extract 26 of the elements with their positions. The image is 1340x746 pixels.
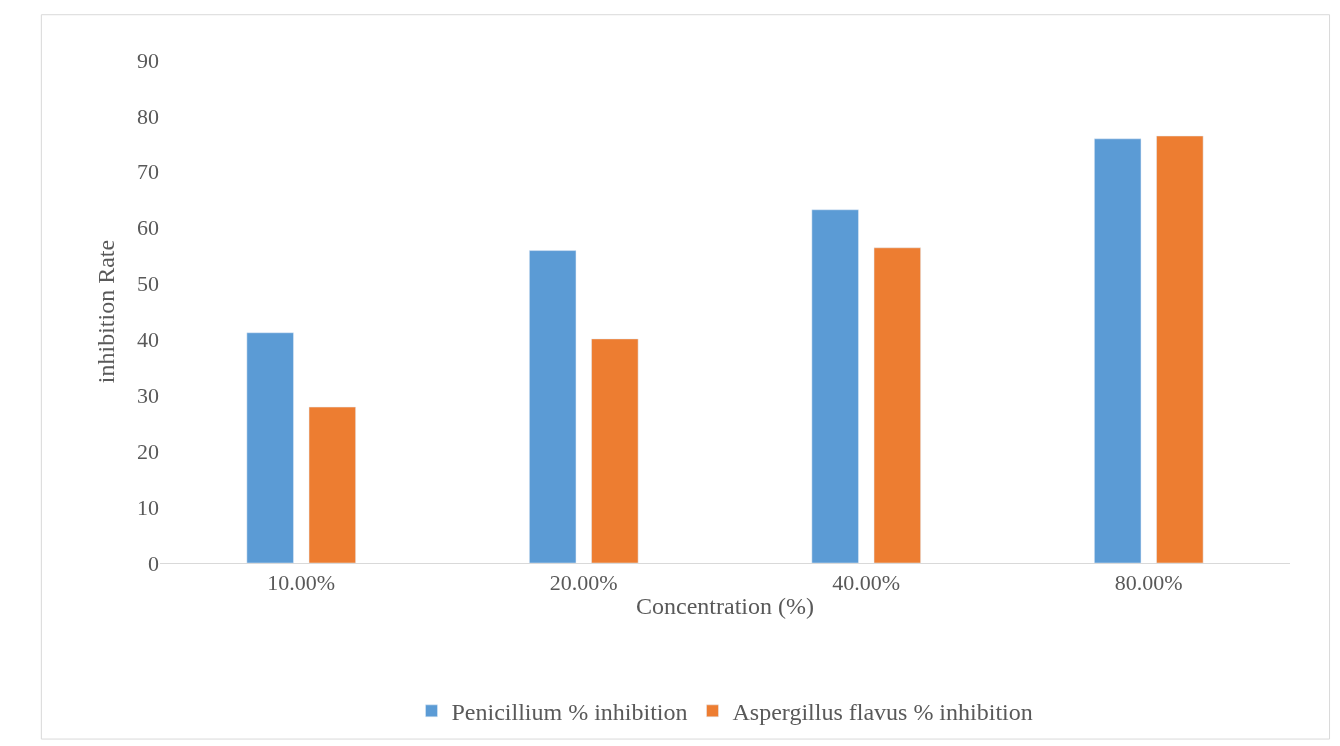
bar [811, 209, 859, 563]
bar [1094, 138, 1142, 563]
bar [873, 247, 921, 563]
y-tick-label: 20 [137, 438, 159, 464]
x-axis-title: Concentration (%) [636, 592, 814, 619]
bar [308, 406, 356, 563]
y-tick-label: 0 [148, 550, 159, 576]
x-tick-label: 80.00% [1114, 570, 1183, 596]
y-tick-label: 70 [137, 159, 159, 185]
legend-label: Penicillium % inhibition [451, 699, 688, 726]
x-tick-label: 10.00% [267, 570, 336, 596]
y-tick-label: 60 [137, 215, 159, 241]
bar [529, 250, 577, 563]
legend-label: Aspergillus flavus % inhibition [732, 699, 1033, 726]
bar [246, 332, 294, 563]
y-tick-label: 90 [137, 47, 159, 73]
y-axis-title: inhibition Rate [93, 239, 120, 384]
bar [1156, 135, 1204, 563]
y-tick-label: 30 [137, 383, 159, 409]
y-tick-label: 40 [137, 327, 159, 353]
x-tick-label: 40.00% [832, 570, 901, 596]
y-tick-label: 50 [137, 271, 159, 297]
y-tick-label: 10 [137, 494, 159, 520]
y-tick-label: 80 [137, 103, 159, 129]
x-tick-label: 20.00% [549, 570, 618, 596]
bar [591, 338, 639, 563]
